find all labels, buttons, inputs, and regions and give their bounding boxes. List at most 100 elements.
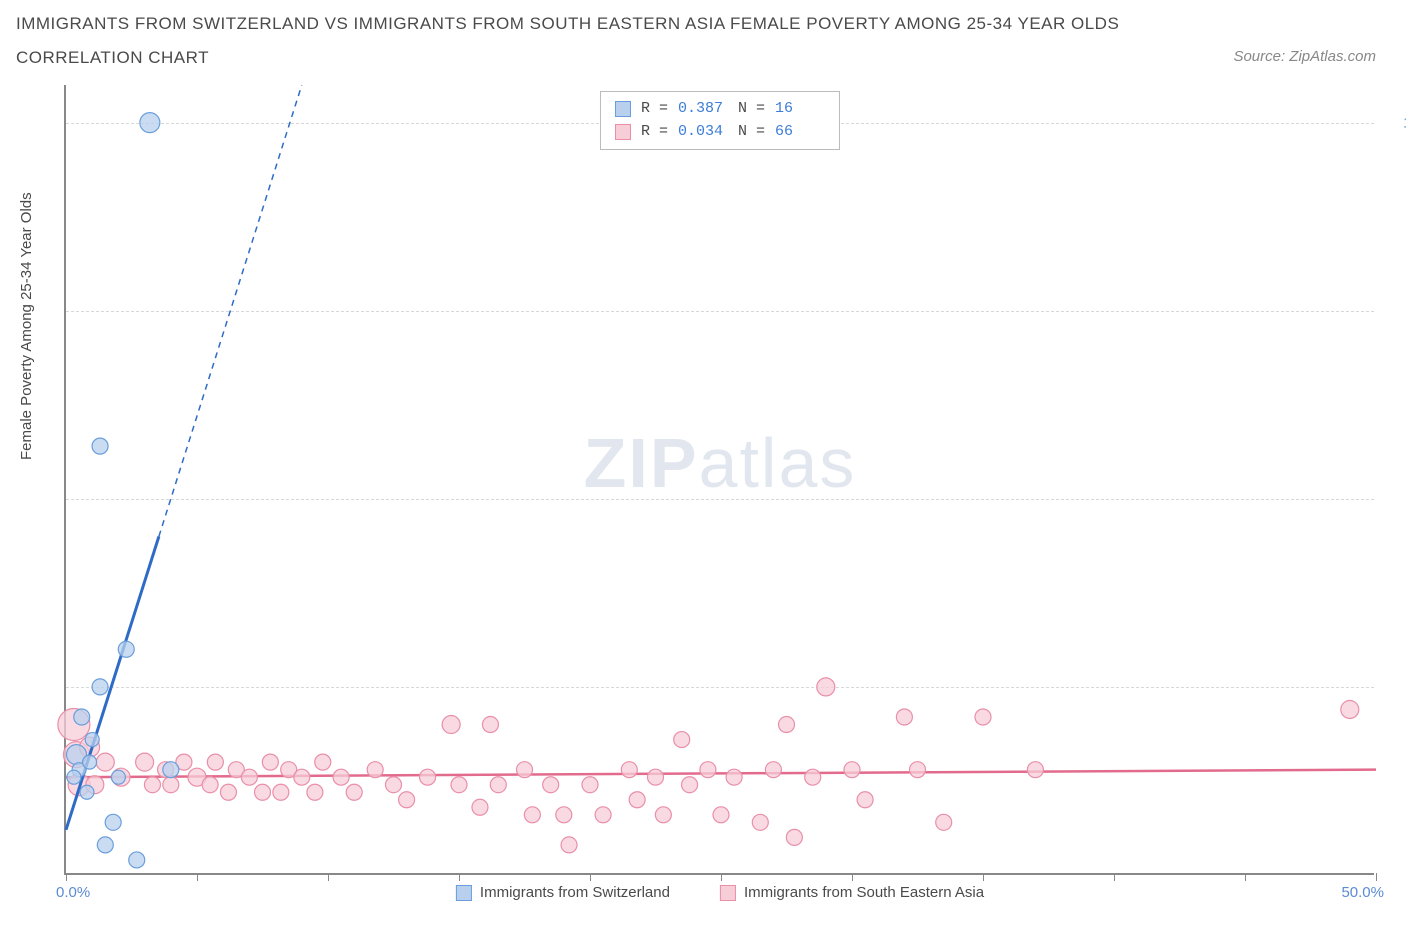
data-point — [207, 754, 223, 770]
corr-row-1: R = 0.387 N = 16 — [615, 98, 825, 121]
data-point — [1341, 700, 1359, 718]
data-point — [582, 777, 598, 793]
data-point — [682, 777, 698, 793]
data-point — [700, 762, 716, 778]
data-point — [163, 762, 179, 778]
data-point — [144, 777, 160, 793]
data-point — [936, 814, 952, 830]
data-point — [765, 762, 781, 778]
data-point — [482, 717, 498, 733]
data-point — [726, 769, 742, 785]
n-value-2: 66 — [775, 121, 825, 144]
r-value-2: 0.034 — [678, 121, 728, 144]
x-tick — [1376, 873, 1377, 881]
chart-title-line1: IMMIGRANTS FROM SWITZERLAND VS IMMIGRANT… — [16, 14, 1119, 34]
corr-row-2: R = 0.034 N = 66 — [615, 121, 825, 144]
data-point — [472, 799, 488, 815]
data-point — [262, 754, 278, 770]
data-point — [490, 777, 506, 793]
data-point — [294, 769, 310, 785]
data-point — [97, 837, 113, 853]
data-point — [713, 807, 729, 823]
data-point — [92, 438, 108, 454]
legend-item-1: Immigrants from Switzerland — [456, 884, 670, 901]
data-point — [442, 716, 460, 734]
x-tick — [721, 873, 722, 881]
data-point — [896, 709, 912, 725]
legend-item-2: Immigrants from South Eastern Asia — [720, 884, 984, 901]
trend-line-solid — [66, 770, 1376, 778]
data-point — [1027, 762, 1043, 778]
correlation-legend: R = 0.387 N = 16 R = 0.034 N = 66 — [600, 91, 840, 150]
data-point — [367, 762, 383, 778]
data-point — [346, 784, 362, 800]
series-legend: Immigrants from Switzerland Immigrants f… — [456, 884, 984, 901]
n-value-1: 16 — [775, 98, 825, 121]
data-point — [255, 784, 271, 800]
data-point — [111, 770, 125, 784]
data-point — [136, 753, 154, 771]
x-tick-label-min: 0.0% — [56, 884, 90, 901]
x-tick — [1114, 873, 1115, 881]
data-point — [96, 753, 114, 771]
data-point — [517, 762, 533, 778]
data-point — [786, 829, 802, 845]
legend-label-2: Immigrants from South Eastern Asia — [744, 884, 984, 901]
data-point — [621, 762, 637, 778]
data-point — [595, 807, 611, 823]
data-point — [524, 807, 540, 823]
y-axis-label: Female Poverty Among 25-34 Year Olds — [18, 192, 35, 460]
data-point — [307, 784, 323, 800]
x-tick — [1245, 873, 1246, 881]
data-point — [241, 769, 257, 785]
data-point — [399, 792, 415, 808]
data-point — [163, 777, 179, 793]
y-tick-label: 50.0% — [1384, 490, 1406, 507]
data-point — [752, 814, 768, 830]
x-tick — [66, 873, 67, 881]
data-point — [80, 785, 94, 799]
data-point — [129, 852, 145, 868]
x-tick — [328, 873, 329, 881]
data-point — [92, 679, 108, 695]
swatch-series-2 — [615, 124, 631, 140]
y-tick-label: 100.0% — [1384, 114, 1406, 131]
data-point — [315, 754, 331, 770]
data-point — [648, 769, 664, 785]
y-tick-label: 25.0% — [1384, 678, 1406, 695]
x-tick-label-max: 50.0% — [1341, 884, 1384, 901]
data-point — [910, 762, 926, 778]
data-point — [674, 732, 690, 748]
data-point — [556, 807, 572, 823]
data-point — [629, 792, 645, 808]
x-tick — [590, 873, 591, 881]
data-point — [67, 770, 81, 784]
legend-label-1: Immigrants from Switzerland — [480, 884, 670, 901]
source-label: Source: ZipAtlas.com — [1233, 48, 1376, 65]
x-tick — [197, 873, 198, 881]
data-point — [386, 777, 402, 793]
data-point — [857, 792, 873, 808]
swatch-series-1 — [615, 101, 631, 117]
x-tick — [459, 873, 460, 881]
data-point — [118, 641, 134, 657]
r-value-1: 0.387 — [678, 98, 728, 121]
data-point — [655, 807, 671, 823]
data-point — [975, 709, 991, 725]
data-point — [844, 762, 860, 778]
data-point — [220, 784, 236, 800]
data-point — [779, 717, 795, 733]
data-point — [202, 777, 218, 793]
scatter-svg — [66, 85, 1374, 873]
data-point — [140, 113, 160, 133]
data-point — [85, 733, 99, 747]
data-point — [333, 769, 349, 785]
plot-area: ZIPatlas 25.0%50.0%75.0%100.0% R = 0.387… — [64, 85, 1374, 875]
swatch-series-2 — [720, 885, 736, 901]
chart-title-line2: CORRELATION CHART — [16, 48, 209, 68]
n-label: N = — [738, 98, 765, 121]
data-point — [105, 814, 121, 830]
data-point — [83, 755, 97, 769]
n-label: N = — [738, 121, 765, 144]
data-point — [817, 678, 835, 696]
